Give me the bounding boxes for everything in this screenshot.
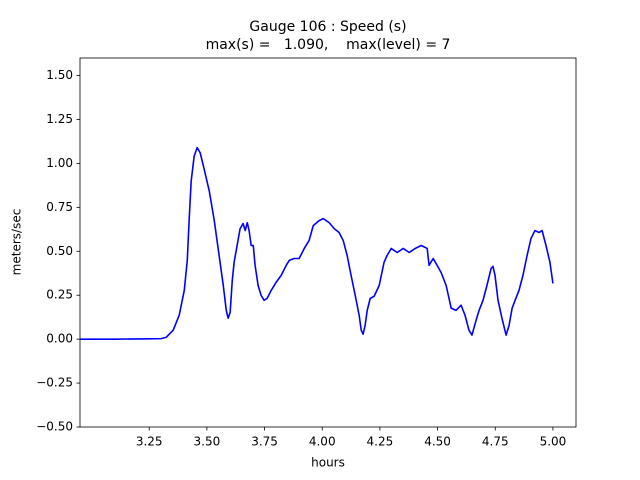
- y-tick-label: 1.25: [46, 112, 73, 126]
- y-tick-label: 0.00: [46, 332, 73, 346]
- data-line: [80, 146, 554, 340]
- x-tick-label: 3.75: [251, 435, 278, 449]
- y-tick-label: 1.00: [46, 156, 73, 170]
- y-tick-label: 0.50: [46, 244, 73, 258]
- x-tick-label: 3.50: [194, 435, 221, 449]
- y-axis-label: meters/sec: [10, 209, 24, 276]
- x-axis-label: hours: [311, 456, 345, 470]
- x-tick-label: 4.25: [367, 435, 394, 449]
- y-tick-label: −0.25: [36, 376, 73, 390]
- x-tick-label: 3.25: [136, 435, 163, 449]
- chart-subtitle: max(s) = 1.090, max(level) = 7: [206, 37, 451, 53]
- y-tick-label: 1.50: [46, 68, 73, 82]
- y-tick-label: −0.50: [36, 420, 73, 434]
- x-tick-label: 4.75: [482, 435, 509, 449]
- y-tick-label: 0.75: [46, 200, 73, 214]
- x-tick-label: 5.00: [540, 435, 567, 449]
- y-tick-label: 0.25: [46, 288, 73, 302]
- x-tick-label: 4.50: [424, 435, 451, 449]
- x-tick-label: 4.00: [309, 435, 336, 449]
- plot-frame: [79, 57, 577, 428]
- chart-title: Gauge 106 : Speed (s): [249, 19, 406, 35]
